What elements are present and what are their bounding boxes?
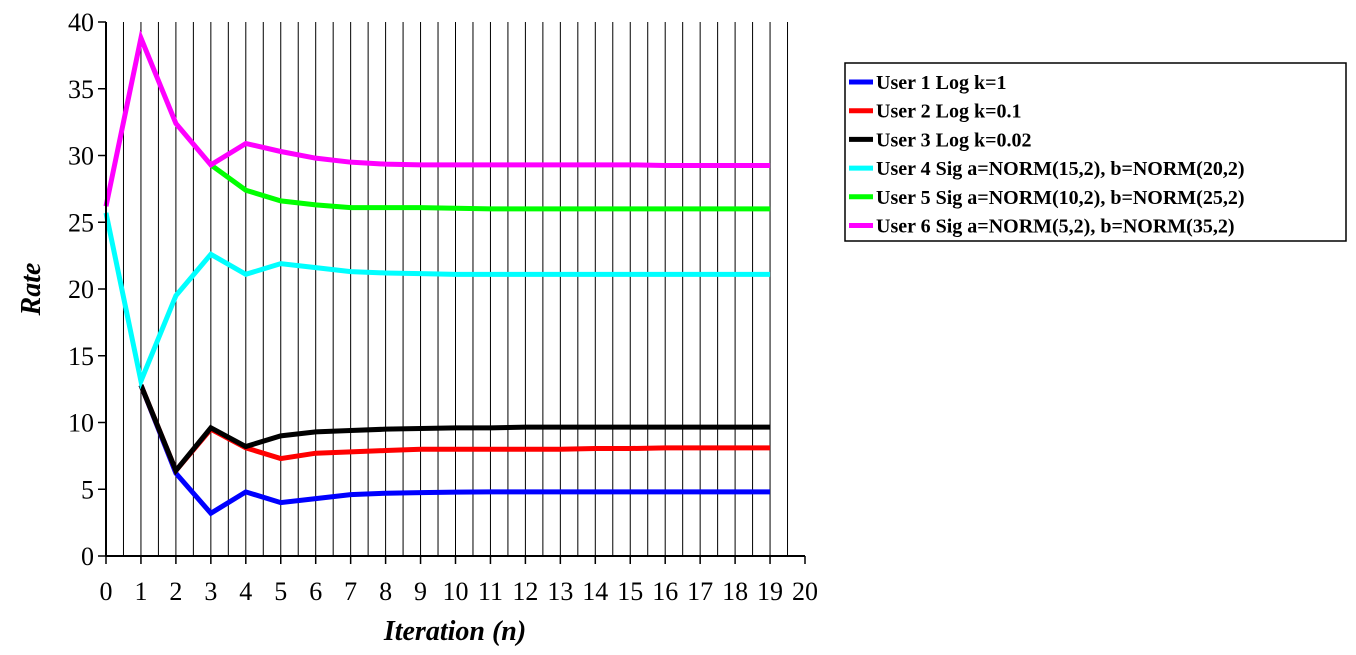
y-tick-label: 25 [68,208,94,237]
y-tick-label: 15 [68,342,94,371]
series-line-user-4 [103,212,771,390]
x-tick-label: 1 [134,577,147,606]
y-tick-labels: 0 5 10 15 20 25 30 35 40 [68,8,94,571]
series-line-user-5 [209,162,771,212]
y-tick-label: 5 [81,475,94,504]
legend: User 1 Log k=1 User 2 Log k=0.1 User 3 Log… [844,62,1347,242]
x-tick-label: 0 [100,577,113,606]
x-tick-label: 3 [204,577,217,606]
legend-box [844,62,1347,242]
x-tick-label: 10 [443,577,469,606]
y-tick-label: 10 [68,409,94,438]
legend-label-user-6: User 6 Sig a=NORM(5,2), b=NORM(35,2) [876,216,1235,238]
series-lines [103,29,771,517]
x-tick-label: 12 [512,577,538,606]
legend-label-user-4: User 4 Sig a=NORM(15,2), b=NORM(20,2) [876,158,1245,180]
x-tick-label: 7 [344,577,357,606]
x-tick-label: 19 [757,577,783,606]
x-tick-label: 16 [652,577,678,606]
series-line-user-3 [138,384,771,476]
x-tick-labels: 0 1 2 3 4 5 6 7 8 9 10 11 12 13 14 15 16 17 18 19 20 [100,577,819,606]
legend-label-user-2: User 2 Log k=0.1 [876,101,1021,123]
axes [98,21,806,564]
legend-label-user-5: User 5 Sig a=NORM(10,2), b=NORM(25,2) [876,187,1245,209]
x-tick-label: 14 [582,577,608,606]
x-tick-label: 8 [379,577,392,606]
x-tick-label: 2 [169,577,182,606]
legend-label-user-3: User 3 Log k=0.02 [876,129,1031,151]
x-tick-label: 5 [274,577,287,606]
y-tick-label: 30 [68,142,94,171]
legend-label-user-1: User 1 Log k=1 [876,72,1006,94]
x-axis-label: Iteration (n) [383,616,526,647]
grid-lines [122,22,789,556]
x-tick-label: 20 [792,577,818,606]
x-tick-label: 4 [239,577,252,606]
y-tick-label: 40 [68,8,94,37]
x-tick-label: 6 [309,577,322,606]
y-tick-label: 35 [68,75,94,104]
series-line-user-1 [138,384,771,517]
x-tick-label: 11 [478,577,503,606]
x-tick-label: 13 [547,577,573,606]
series-line-user-6 [103,29,771,207]
x-tick-label: 18 [722,577,748,606]
y-tick-label: 0 [81,542,94,571]
y-tick-label: 20 [68,275,94,304]
x-tick-label: 17 [687,577,713,606]
x-tick-label: 9 [414,577,427,606]
y-axis-label: Rate [16,263,47,317]
x-tick-label: 15 [617,577,643,606]
